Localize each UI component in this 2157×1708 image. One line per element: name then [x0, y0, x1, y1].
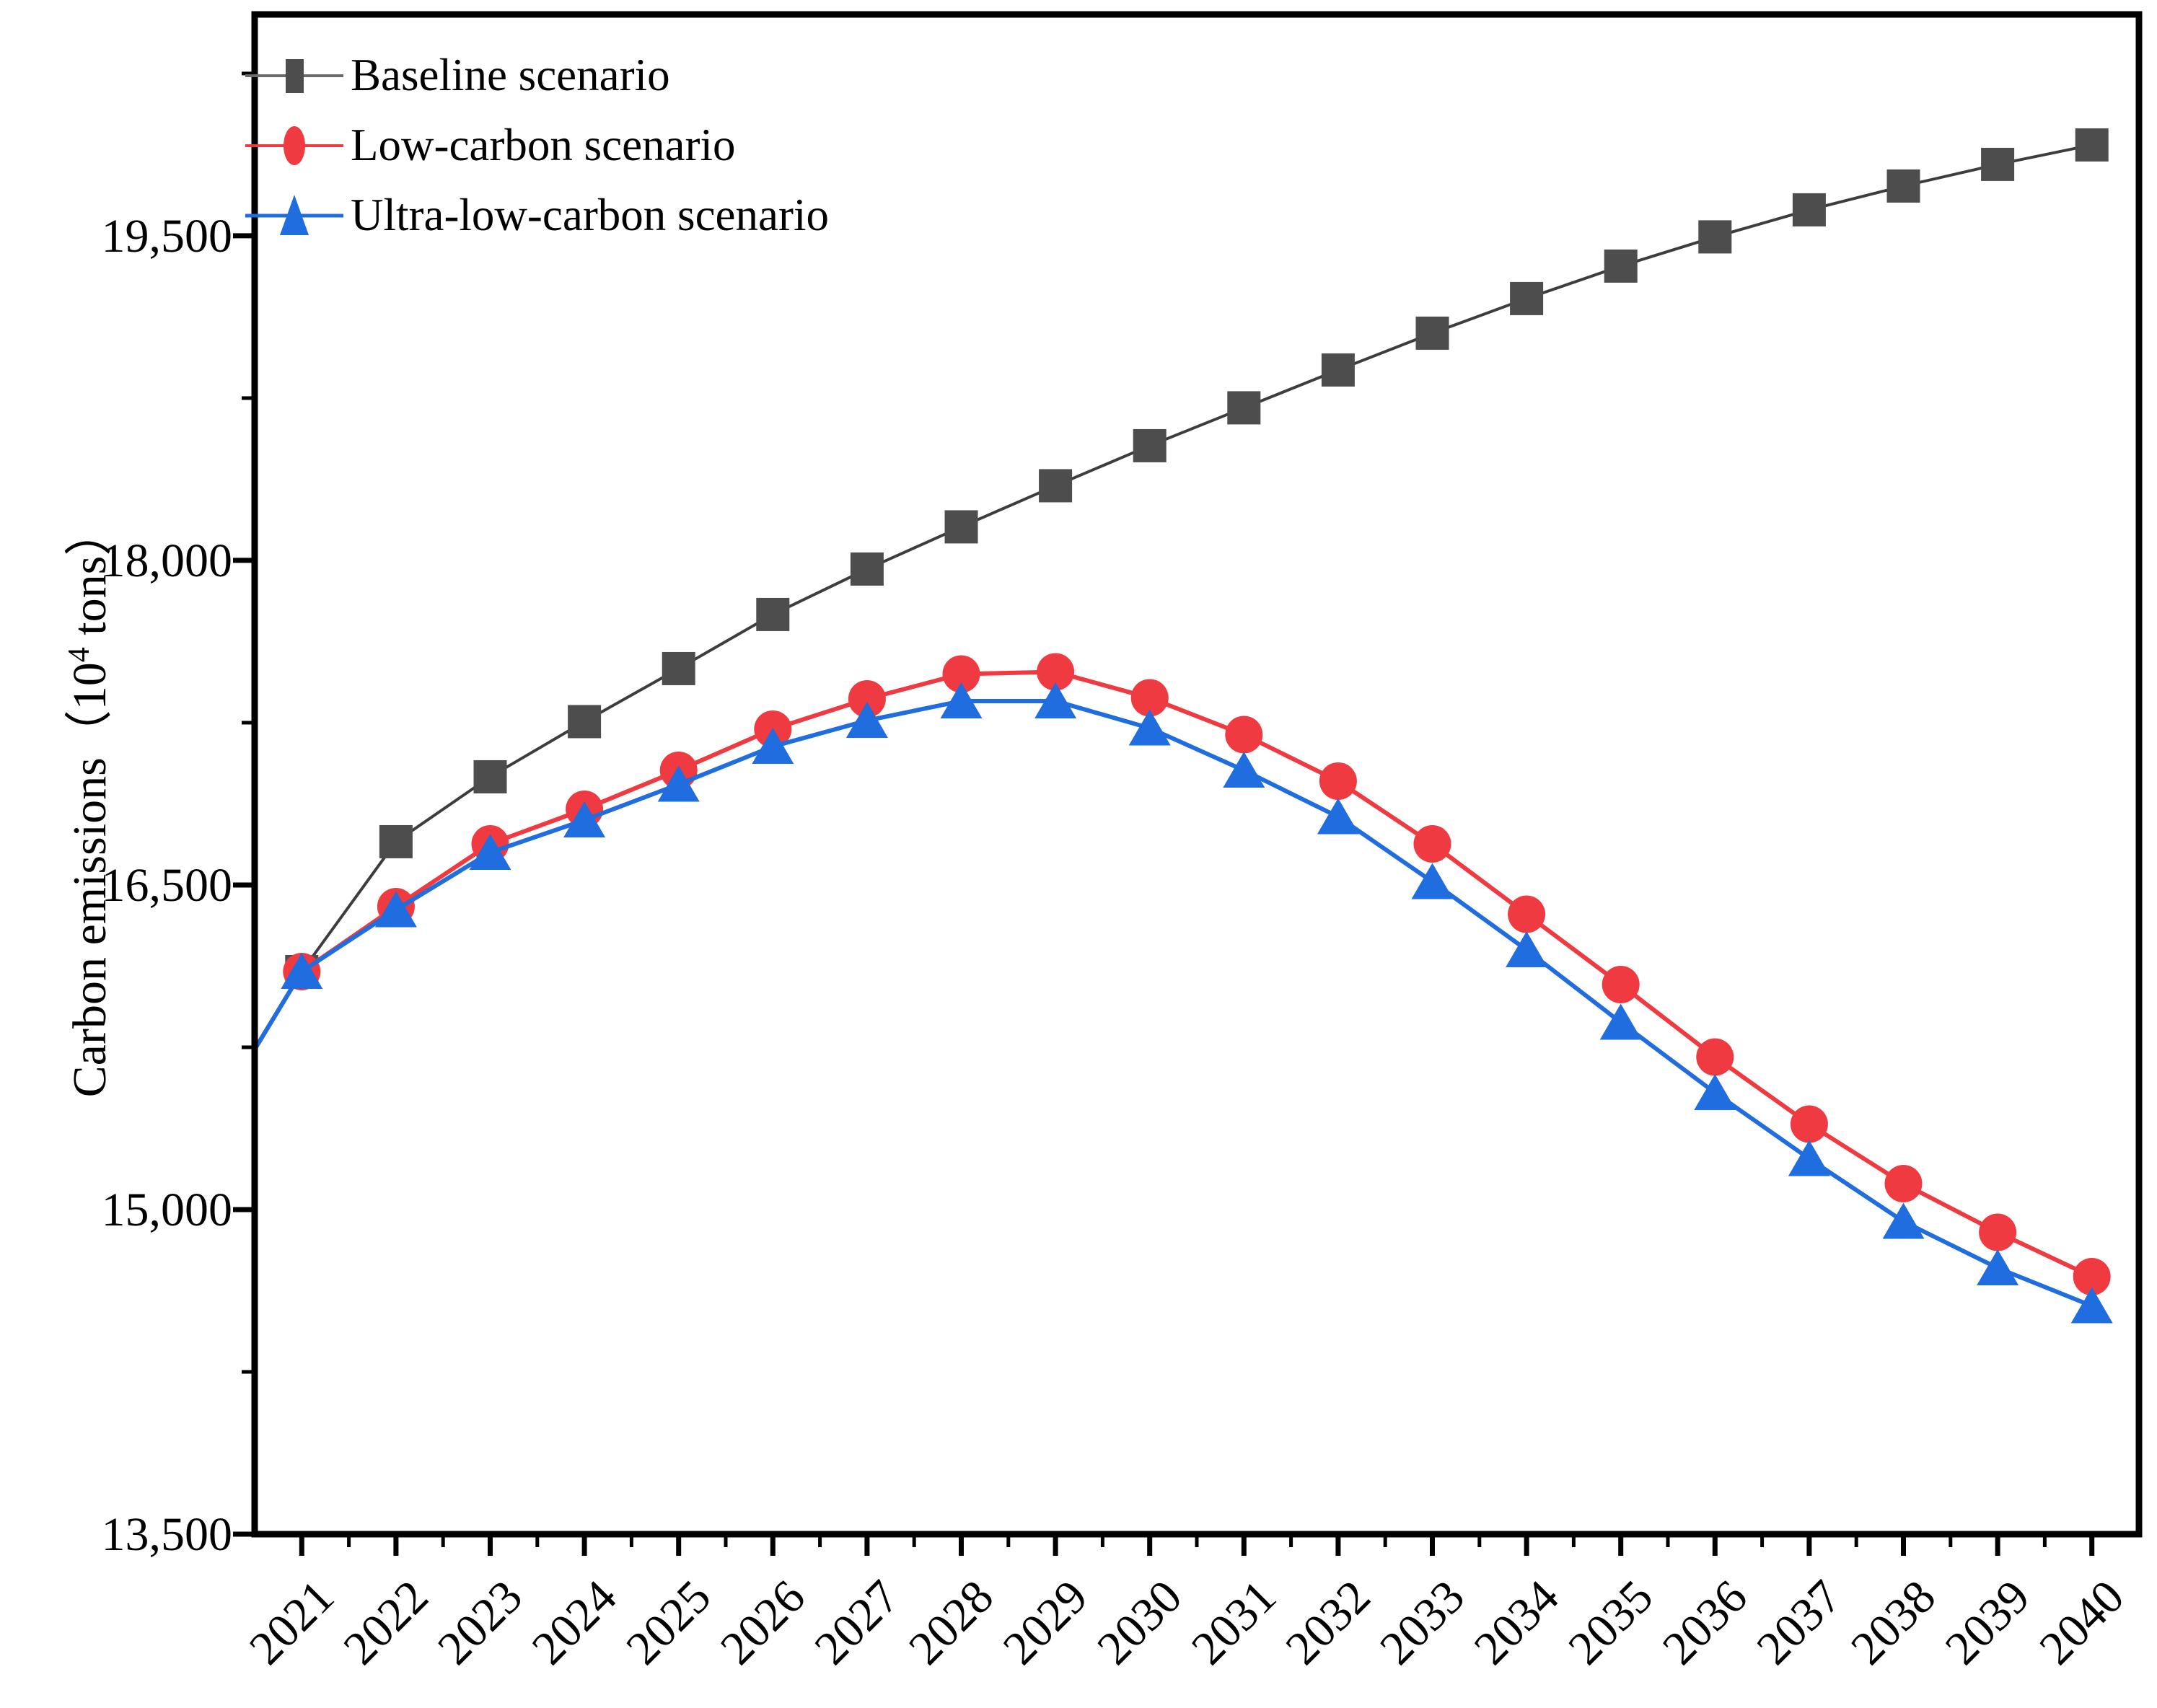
- y-axis-title-suffix: tons）: [63, 508, 116, 648]
- svg-text:15,000: 15,000: [102, 1184, 233, 1236]
- svg-text:2026: 2026: [711, 1570, 815, 1675]
- svg-text:2021: 2021: [240, 1570, 344, 1675]
- svg-text:2035: 2035: [1558, 1570, 1663, 1675]
- plot-border: [251, 11, 2143, 1538]
- svg-text:18,000: 18,000: [102, 534, 233, 587]
- svg-text:2029: 2029: [993, 1570, 1098, 1675]
- legend-label-ultra-low-carbon: Ultra-low-carbon scenario: [351, 190, 829, 240]
- legend-label-low-carbon: Low-carbon scenario: [351, 120, 736, 170]
- baseline-square-icon: [245, 58, 343, 93]
- svg-text:2022: 2022: [334, 1570, 439, 1675]
- svg-text:2032: 2032: [1276, 1570, 1381, 1675]
- svg-text:2037: 2037: [1747, 1570, 1852, 1675]
- y-axis-title: Carbon emissions（104 tons）: [50, 442, 120, 1163]
- svg-text:2027: 2027: [805, 1570, 910, 1675]
- y-axis-tick-labels: 13,500 15,000 16,500 18,000 19,500: [102, 210, 233, 1561]
- svg-text:2033: 2033: [1370, 1570, 1475, 1675]
- svg-text:2028: 2028: [899, 1570, 1003, 1675]
- svg-text:2024: 2024: [522, 1570, 627, 1675]
- svg-text:2023: 2023: [428, 1570, 532, 1675]
- svg-text:19,500: 19,500: [102, 210, 233, 263]
- series-layer: [252, 128, 2113, 1324]
- y-axis-title-exponent: 4: [63, 647, 96, 663]
- svg-text:2040: 2040: [2029, 1570, 2134, 1675]
- svg-text:2030: 2030: [1087, 1570, 1192, 1675]
- legend: Baseline scenario Low-carbon scenario Ul…: [244, 40, 829, 250]
- svg-text:16,500: 16,500: [102, 859, 233, 912]
- svg-text:13,500: 13,500: [102, 1508, 233, 1561]
- x-axis-tick-labels: 2021202220232024202520262027202820292030…: [240, 1570, 2134, 1675]
- svg-text:2025: 2025: [616, 1570, 721, 1675]
- svg-text:2031: 2031: [1182, 1570, 1286, 1675]
- svg-text:2039: 2039: [1936, 1570, 2040, 1675]
- legend-item-ultra-low-carbon: Ultra-low-carbon scenario: [244, 180, 829, 250]
- low-carbon-circle-icon: [245, 126, 343, 165]
- axis-ticks: [233, 71, 2095, 1556]
- y-axis-title-prefix: Carbon emissions（10: [63, 662, 116, 1098]
- legend-label-baseline: Baseline scenario: [351, 50, 670, 100]
- svg-text:2034: 2034: [1464, 1570, 1569, 1675]
- ultra-low-carbon-triangle-icon: [245, 194, 343, 235]
- svg-text:2036: 2036: [1653, 1570, 1757, 1675]
- svg-text:2038: 2038: [1841, 1570, 1946, 1675]
- legend-item-low-carbon: Low-carbon scenario: [244, 110, 829, 180]
- legend-item-baseline: Baseline scenario: [244, 40, 829, 110]
